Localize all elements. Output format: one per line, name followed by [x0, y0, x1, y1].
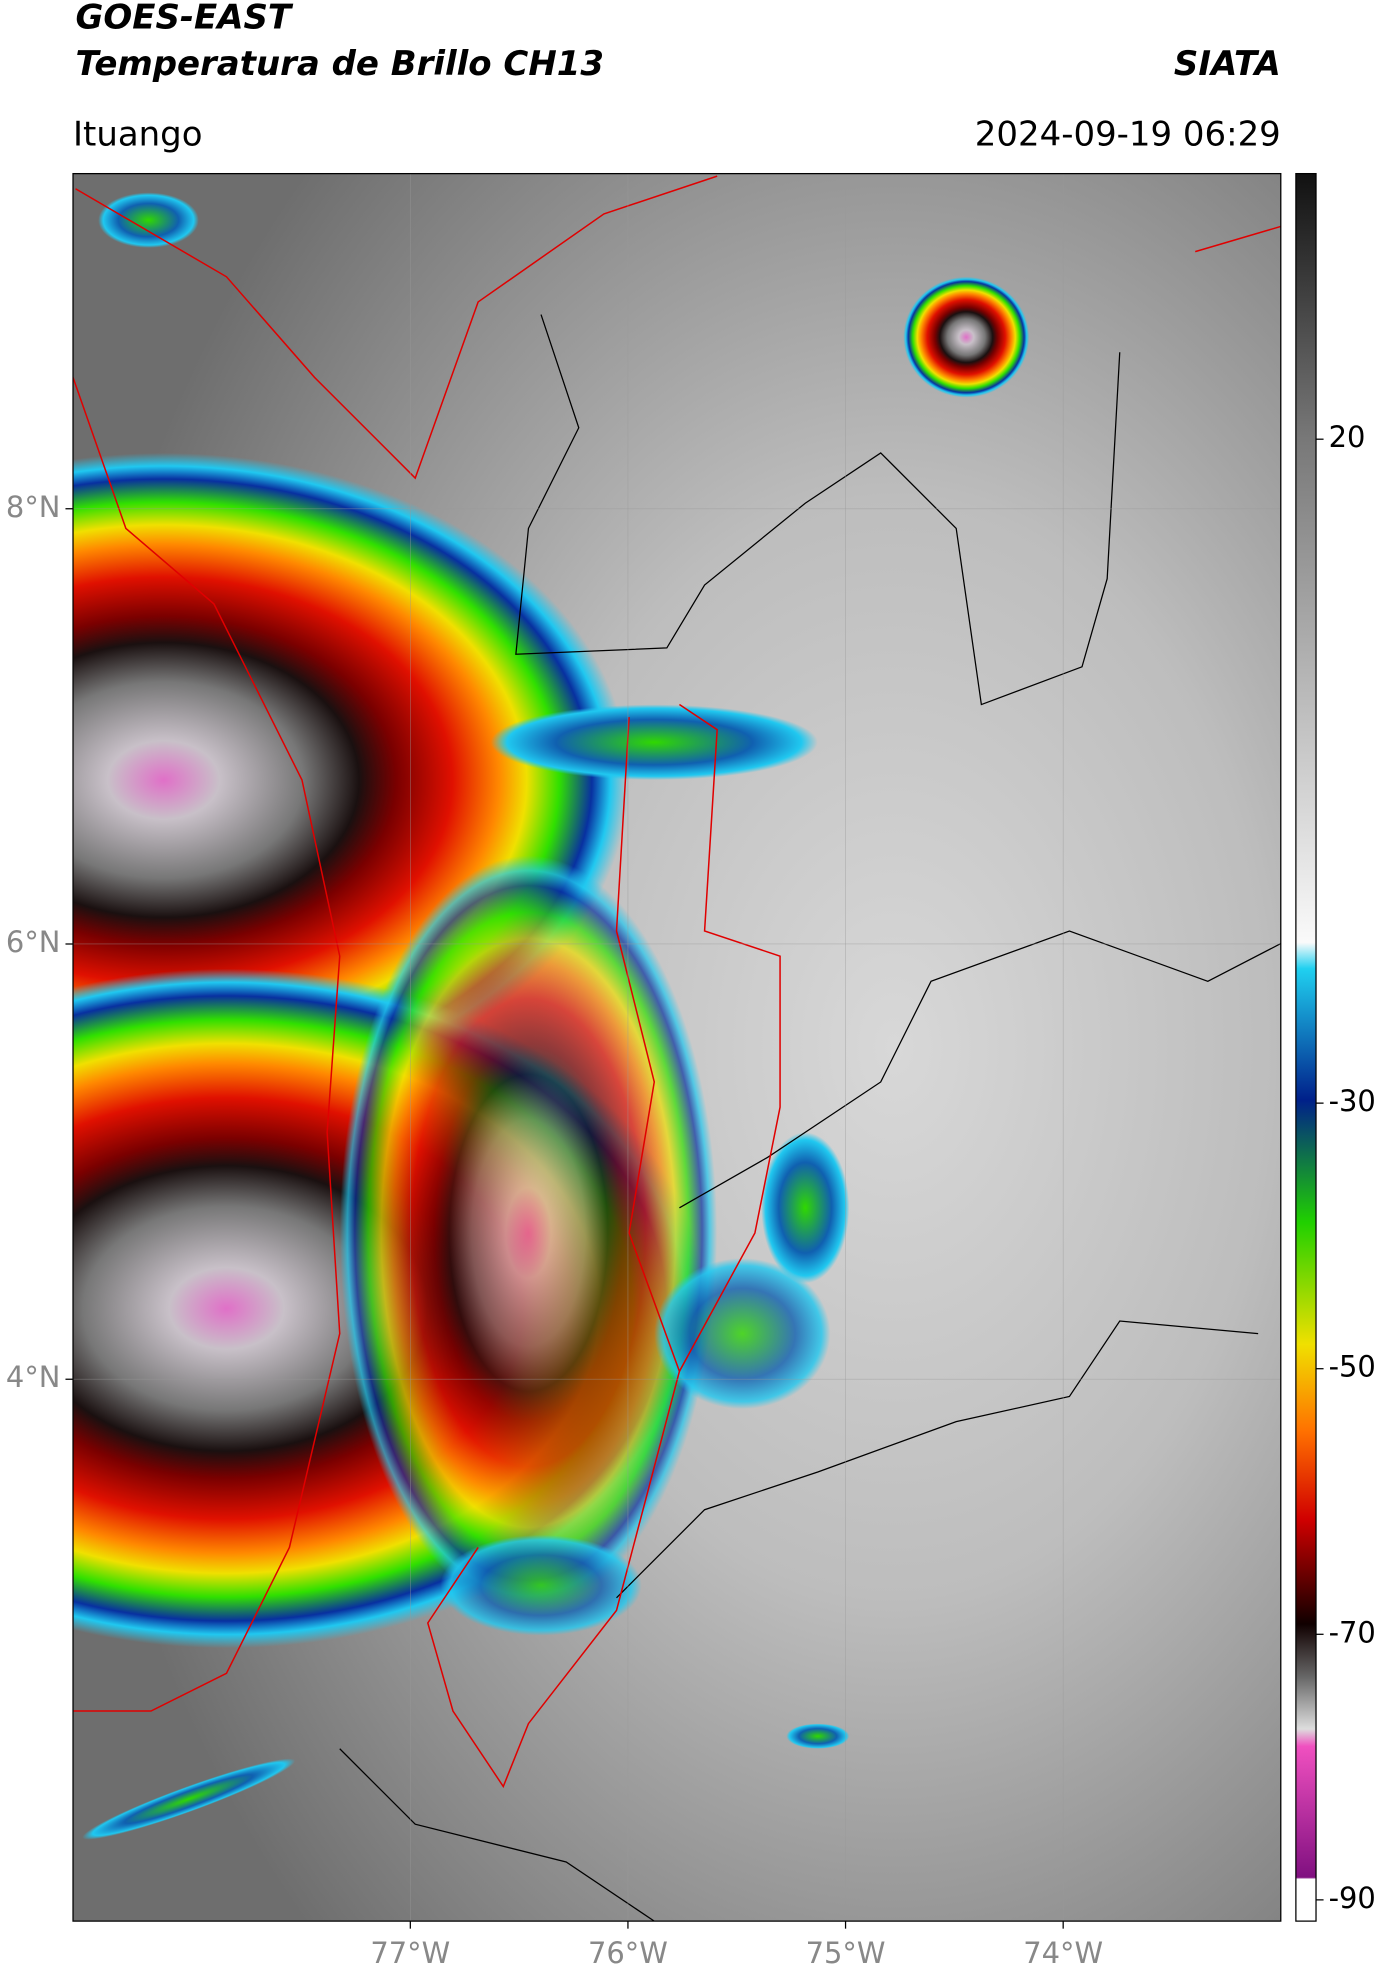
map-frame — [72, 172, 1282, 1922]
colorbar-tick-label: -70 — [1329, 1615, 1376, 1649]
subtitle: Temperatura de Brillo CH13 — [76, 44, 604, 84]
colorbar-tick-label: -30 — [1329, 1084, 1376, 1118]
datetime: 2024-09-19 06:29 — [975, 114, 1281, 154]
source: SIATA — [1174, 44, 1281, 84]
x-tick-label: 77°W — [370, 1936, 450, 1970]
colorbar-tick-label: 20 — [1329, 420, 1366, 454]
y-tick-label: 6°N — [6, 925, 61, 959]
x-tick-label: 76°W — [588, 1936, 668, 1970]
x-tick-label: 75°W — [806, 1936, 886, 1970]
y-tick-label: 8°N — [6, 490, 61, 524]
colorbar-tick-label: -50 — [1329, 1350, 1376, 1384]
region: Ituango — [73, 114, 203, 154]
y-tick-label: 4°N — [6, 1360, 61, 1394]
colorbar-tick-label: -90 — [1329, 1881, 1376, 1915]
title: GOES-EAST — [76, 0, 294, 37]
colorbar — [1295, 172, 1317, 1922]
graticule — [73, 173, 1281, 1922]
x-tick-label: 74°W — [1023, 1936, 1103, 1970]
satellite-image — [73, 173, 1281, 1922]
